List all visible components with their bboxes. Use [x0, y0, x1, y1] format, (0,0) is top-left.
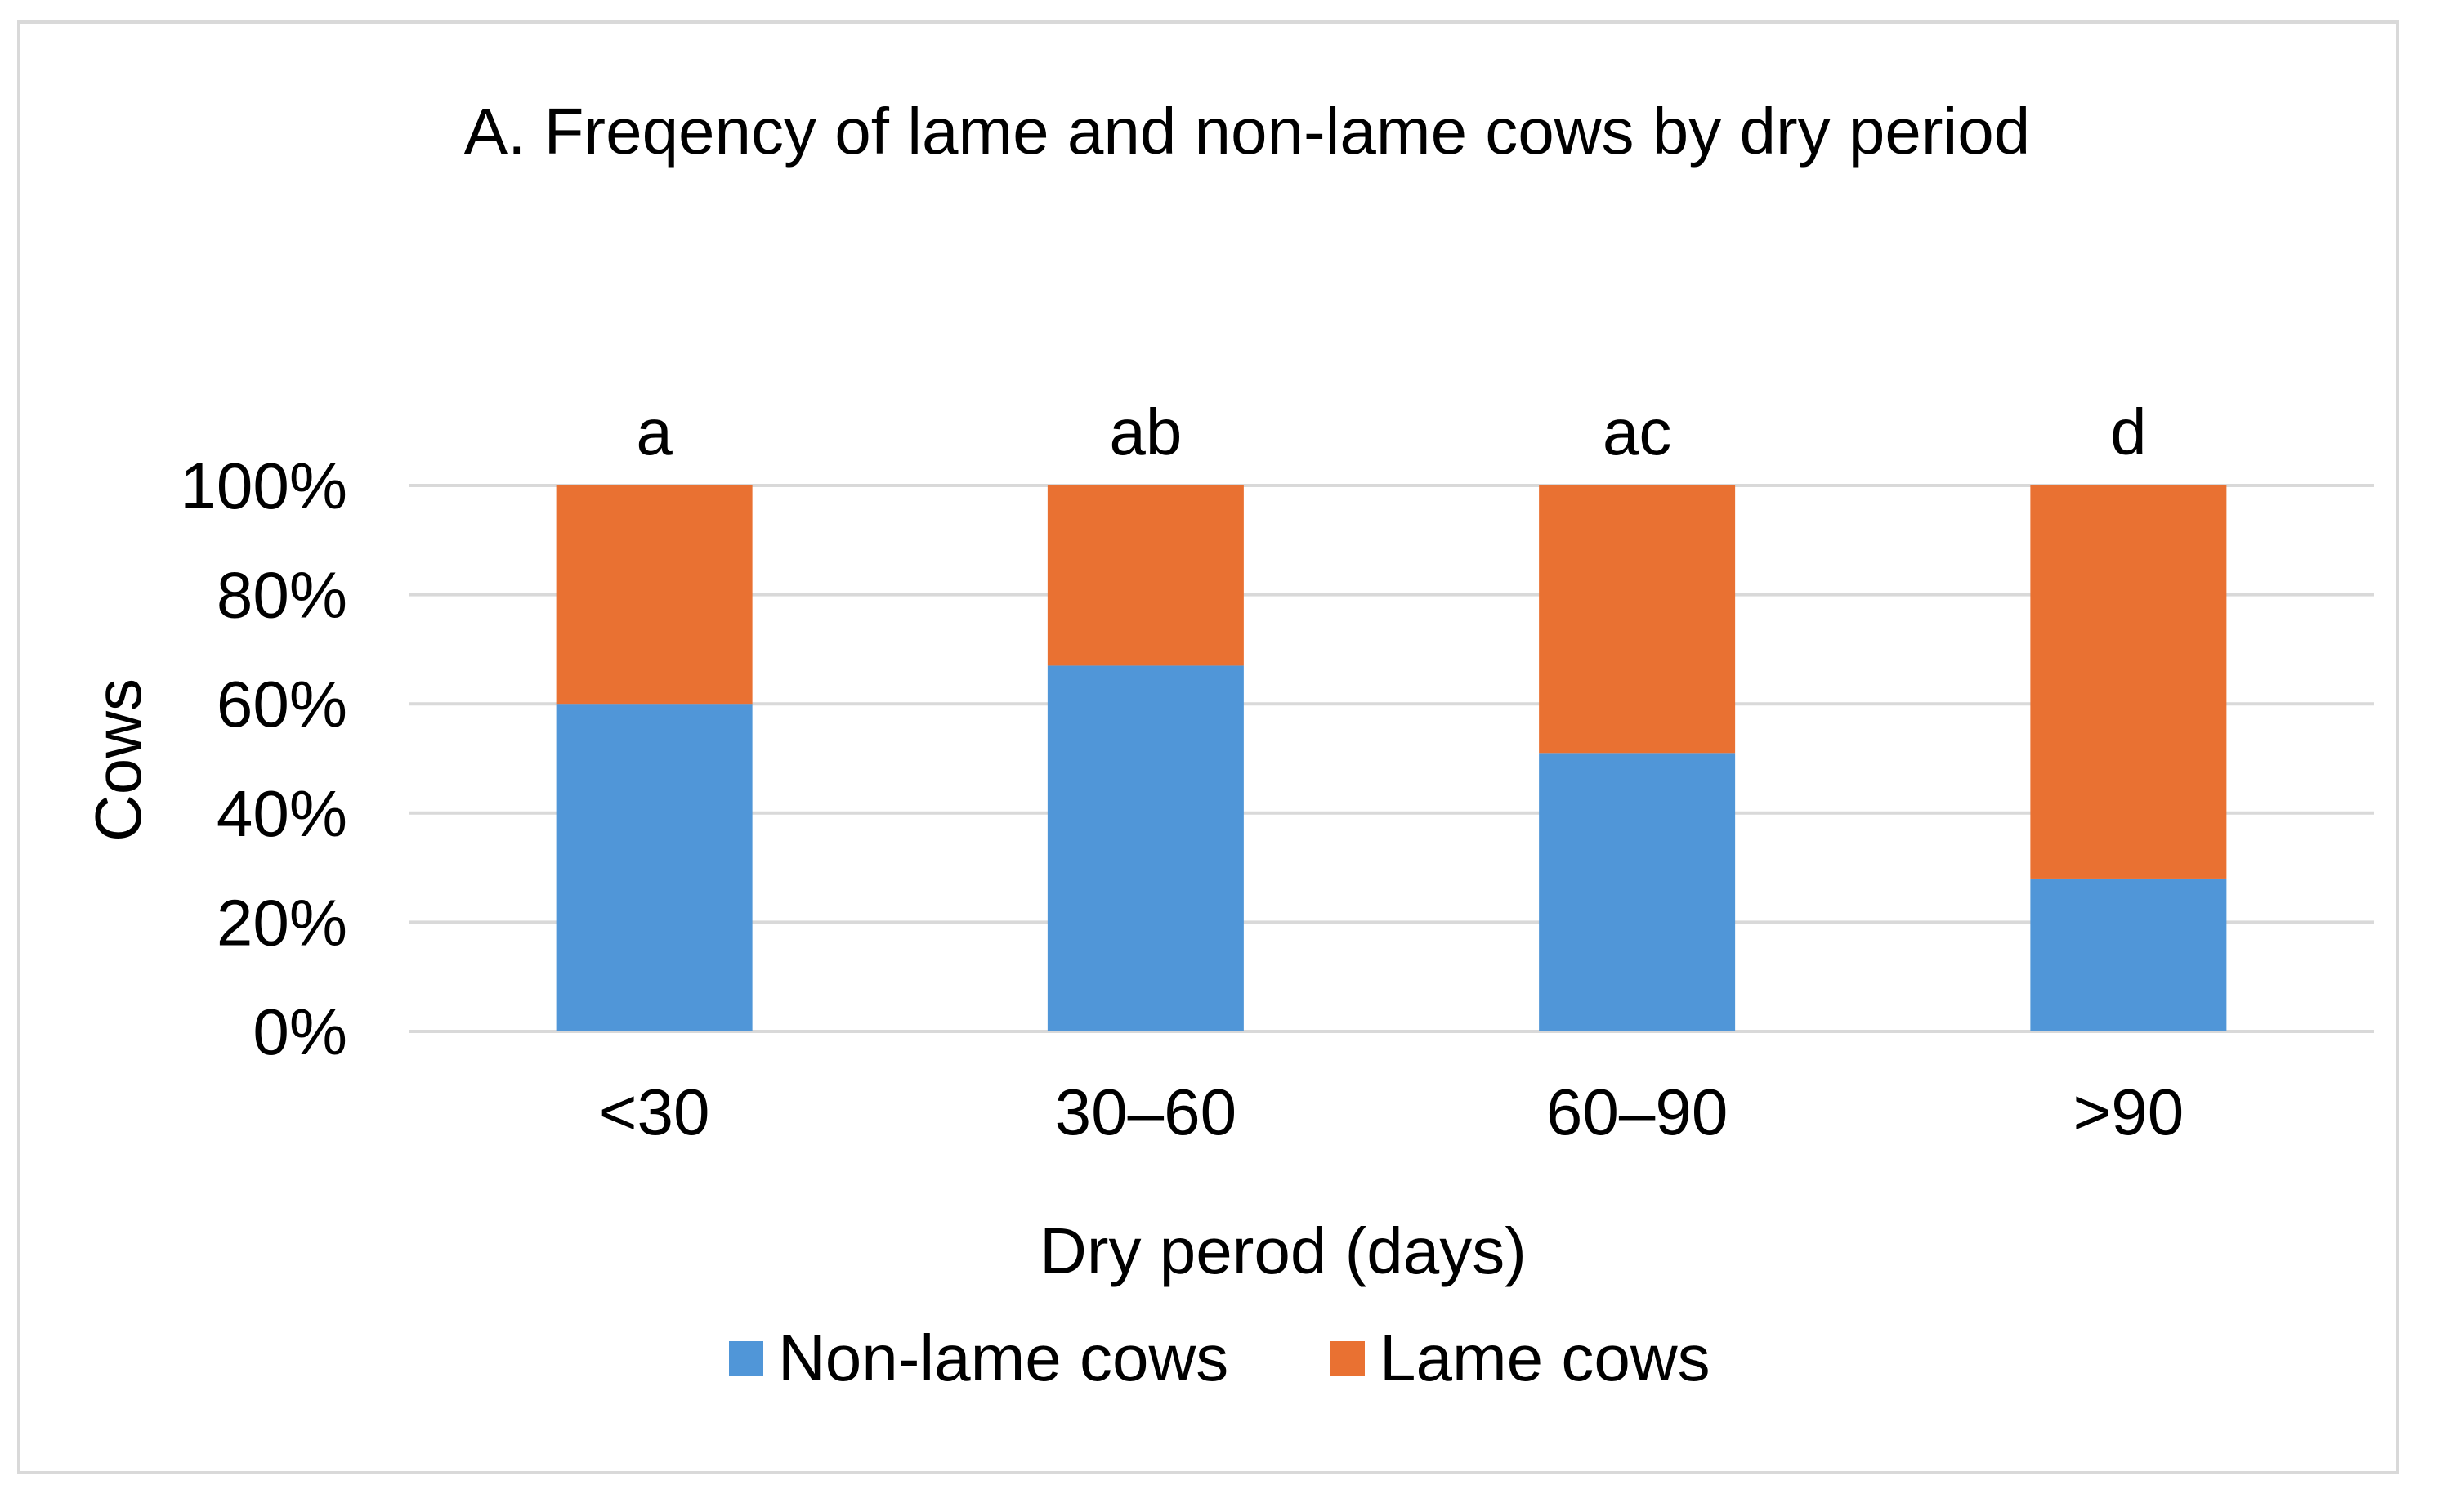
x-axis-title: Dry perod (days)	[1040, 1214, 1527, 1287]
chart-title: A. Freqency of lame and non-lame cows by…	[464, 95, 2030, 168]
y-tick-label: 100%	[180, 450, 347, 522]
x-axis-ticks: <30 30–60 60–90 >90	[599, 1076, 2184, 1148]
bars	[556, 485, 2227, 1031]
y-tick-label: 60%	[217, 668, 347, 740]
y-tick-label: 0%	[253, 995, 347, 1068]
bar-segment-lame	[1539, 485, 1736, 754]
legend-label-non-lame: Non-lame cows	[778, 1322, 1228, 1394]
significance-letter: d	[2110, 396, 2147, 468]
x-tick-label: 30–60	[1055, 1076, 1236, 1148]
bar-segment-non-lame	[1047, 665, 1244, 1031]
y-axis-ticks: 0% 20% 40% 60% 80% 100%	[180, 450, 347, 1068]
x-tick-label: 60–90	[1546, 1076, 1728, 1148]
significance-letter: ab	[1109, 396, 1182, 468]
bar-segment-non-lame	[556, 704, 753, 1031]
significance-letter: ac	[1603, 396, 1672, 468]
y-tick-label: 20%	[217, 886, 347, 959]
bar-segment-lame	[556, 485, 753, 705]
legend-swatch-non-lame	[729, 1341, 763, 1376]
significance-letters: a ab ac d	[636, 396, 2146, 468]
legend-swatch-lame	[1330, 1341, 1365, 1376]
bar-segment-non-lame	[2030, 878, 2227, 1031]
x-tick-label: >90	[2073, 1076, 2185, 1148]
y-axis-title: Cows	[82, 678, 154, 842]
legend: Non-lame cows Lame cows	[729, 1322, 1710, 1394]
bar-segment-lame	[1047, 485, 1244, 666]
x-tick-label: <30	[599, 1076, 710, 1148]
bar-segment-lame	[2030, 485, 2227, 879]
y-tick-label: 80%	[217, 559, 347, 632]
y-tick-label: 40%	[217, 777, 347, 850]
bar-segment-non-lame	[1539, 753, 1736, 1031]
significance-letter: a	[636, 396, 673, 468]
legend-label-lame: Lame cows	[1380, 1322, 1710, 1394]
